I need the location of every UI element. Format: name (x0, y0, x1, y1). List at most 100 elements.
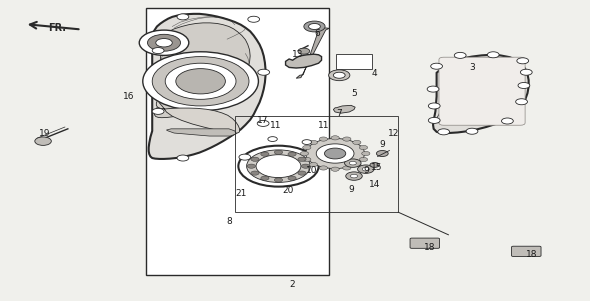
Circle shape (239, 154, 251, 160)
Polygon shape (156, 101, 240, 133)
Text: 11: 11 (317, 121, 329, 130)
Circle shape (303, 145, 311, 150)
Circle shape (324, 148, 346, 159)
Text: 9: 9 (379, 140, 385, 149)
Circle shape (247, 164, 255, 168)
Text: 8: 8 (226, 217, 232, 226)
Circle shape (431, 63, 442, 69)
Circle shape (177, 14, 189, 20)
Circle shape (487, 52, 499, 58)
Circle shape (319, 166, 327, 170)
Text: 21: 21 (235, 189, 247, 198)
Circle shape (301, 164, 310, 168)
Circle shape (516, 99, 527, 105)
Circle shape (177, 155, 189, 161)
Text: 6: 6 (314, 29, 320, 38)
Bar (146, 8, 329, 275)
Circle shape (302, 140, 312, 144)
Polygon shape (166, 129, 236, 136)
Circle shape (517, 58, 529, 64)
Polygon shape (437, 58, 524, 123)
Text: 19: 19 (38, 129, 50, 138)
Circle shape (298, 171, 306, 175)
Circle shape (247, 150, 310, 182)
Polygon shape (333, 105, 355, 113)
Circle shape (502, 118, 513, 124)
Text: 13: 13 (292, 50, 304, 59)
Circle shape (331, 167, 339, 171)
Circle shape (349, 161, 356, 165)
Circle shape (309, 140, 317, 144)
Text: 20: 20 (282, 186, 294, 195)
Circle shape (165, 63, 236, 99)
Text: 16: 16 (123, 92, 135, 101)
Circle shape (358, 165, 374, 173)
Circle shape (288, 152, 296, 156)
Text: 11: 11 (270, 121, 282, 130)
Text: 7: 7 (336, 109, 342, 118)
Circle shape (268, 137, 277, 141)
Text: 9: 9 (348, 185, 354, 194)
Circle shape (346, 172, 362, 180)
Circle shape (274, 150, 283, 154)
Circle shape (359, 145, 368, 150)
Circle shape (343, 166, 351, 170)
FancyBboxPatch shape (439, 57, 525, 125)
Circle shape (152, 57, 249, 106)
Circle shape (333, 72, 345, 78)
Circle shape (143, 52, 258, 111)
Circle shape (343, 137, 351, 141)
Circle shape (520, 69, 532, 75)
Polygon shape (149, 14, 266, 159)
Circle shape (362, 167, 369, 171)
Circle shape (466, 128, 478, 134)
Circle shape (309, 163, 317, 167)
Circle shape (248, 16, 260, 22)
Polygon shape (296, 28, 329, 78)
Circle shape (376, 150, 388, 157)
Text: 4: 4 (372, 69, 378, 78)
Circle shape (148, 34, 181, 51)
FancyBboxPatch shape (512, 246, 541, 256)
Circle shape (152, 108, 164, 114)
Circle shape (261, 176, 269, 180)
Polygon shape (286, 54, 322, 68)
Circle shape (370, 163, 379, 167)
Circle shape (258, 69, 270, 75)
Polygon shape (155, 23, 250, 118)
Circle shape (319, 137, 327, 141)
Circle shape (251, 171, 259, 175)
Circle shape (454, 52, 466, 58)
Circle shape (251, 157, 259, 161)
Circle shape (428, 103, 440, 109)
FancyBboxPatch shape (410, 238, 440, 248)
Text: 15: 15 (371, 163, 382, 172)
Circle shape (288, 176, 296, 180)
Bar (235, 116, 398, 212)
Text: 14: 14 (369, 180, 381, 189)
Circle shape (359, 157, 368, 162)
Circle shape (427, 86, 439, 92)
Text: 17: 17 (257, 116, 268, 125)
Circle shape (298, 157, 306, 161)
Circle shape (261, 152, 269, 156)
Circle shape (306, 138, 365, 169)
Circle shape (362, 151, 370, 156)
Circle shape (256, 155, 301, 178)
Circle shape (303, 157, 311, 162)
Circle shape (139, 30, 189, 55)
Circle shape (345, 159, 361, 167)
Text: 3: 3 (469, 63, 475, 72)
Circle shape (298, 48, 310, 54)
Text: 18: 18 (526, 250, 538, 259)
Circle shape (428, 117, 440, 123)
Text: 2: 2 (289, 280, 295, 289)
Text: 10: 10 (306, 166, 317, 175)
Circle shape (257, 120, 269, 126)
Circle shape (238, 146, 319, 187)
Text: 18: 18 (424, 243, 435, 252)
Circle shape (518, 82, 530, 88)
Circle shape (353, 163, 361, 167)
Circle shape (316, 144, 354, 163)
Polygon shape (433, 55, 529, 133)
